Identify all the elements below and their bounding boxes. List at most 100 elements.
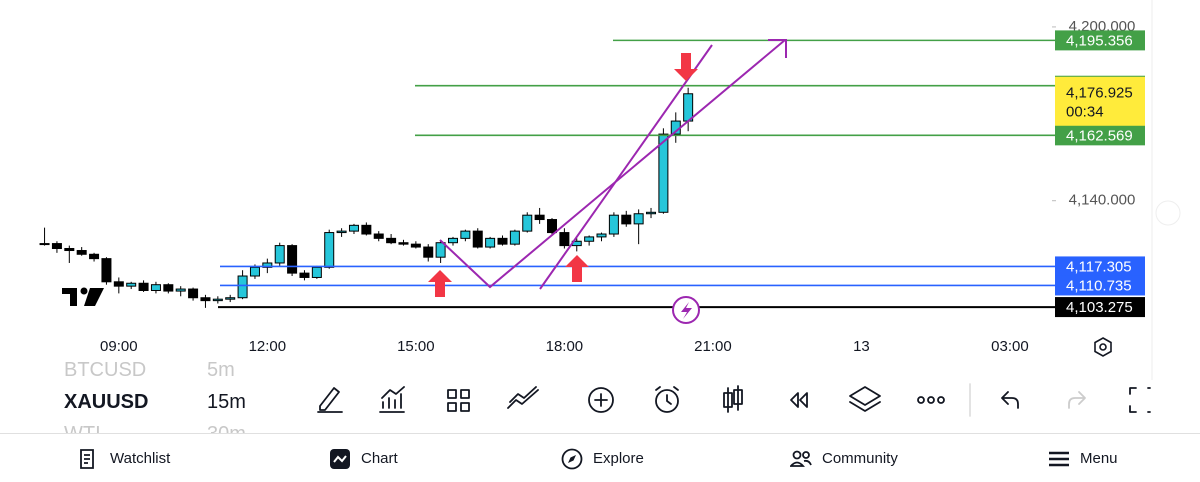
x-tick-label: 18:00 — [546, 338, 584, 355]
alert[interactable] — [655, 389, 679, 413]
chart-marks — [39, 87, 694, 308]
candle-body — [398, 242, 409, 245]
logo-part — [80, 287, 88, 295]
candle-body — [64, 247, 75, 252]
price-label-bg — [1055, 297, 1145, 318]
price-label-bg — [1055, 30, 1145, 51]
drawings — [62, 39, 1112, 357]
nav-item[interactable]: Menu — [1048, 434, 1118, 482]
nav-label: Explore — [593, 450, 644, 467]
candle-body — [336, 230, 347, 234]
candle-body — [373, 233, 384, 239]
candle-body — [447, 237, 458, 244]
price-label: 4,162.569 — [1066, 127, 1133, 144]
lightning — [681, 302, 692, 319]
candle-body — [423, 246, 434, 258]
alert-detail — [655, 386, 679, 405]
candle-body — [200, 297, 211, 302]
symbol-row[interactable]: BTCUSD 5m — [64, 358, 294, 386]
symbol-row[interactable]: WTI30m — [64, 418, 294, 434]
candle-body — [113, 281, 124, 287]
candle-body — [485, 237, 496, 248]
tv-logo — [62, 287, 104, 306]
symbol: BTCUSD — [64, 358, 147, 381]
object-tree[interactable] — [849, 386, 881, 412]
candle-body — [212, 298, 223, 302]
x-tick-label: 15:00 — [397, 338, 435, 355]
candle-body — [299, 272, 310, 278]
candle-body — [547, 219, 558, 234]
interval: 5m — [207, 358, 235, 381]
fullscreen[interactable] — [1129, 387, 1151, 413]
nav-item[interactable]: Chart — [329, 434, 398, 482]
undo[interactable] — [1001, 391, 1019, 409]
candle-body — [76, 250, 87, 255]
redo[interactable] — [1068, 391, 1086, 409]
arrow-head — [768, 39, 787, 58]
add-symbol-plus — [594, 393, 608, 407]
candle-body — [39, 243, 50, 246]
candle-body — [51, 243, 62, 249]
candle-body — [608, 214, 619, 235]
candle-body — [324, 232, 335, 268]
candle-body — [175, 288, 186, 292]
price-label: 4,110.735 — [1066, 277, 1132, 294]
layouts[interactable] — [447, 389, 470, 412]
candle-body — [683, 93, 694, 122]
candle-body — [596, 233, 607, 238]
candle-body — [460, 230, 471, 239]
nav-label: Chart — [361, 450, 398, 467]
x-tick-label: 13 — [853, 338, 870, 355]
logo-part — [84, 288, 104, 306]
more[interactable] — [917, 396, 925, 404]
candle-body — [138, 282, 149, 291]
current-price-bg — [1055, 76, 1145, 126]
candle-body — [237, 275, 248, 299]
settings-icon[interactable] — [1094, 337, 1112, 357]
candle-body — [410, 243, 421, 248]
nav-icon — [80, 448, 94, 469]
symbol-row[interactable]: XAUUSD 15m — [64, 386, 294, 418]
trend-line — [439, 39, 786, 289]
candle-body — [559, 232, 570, 247]
settings-icon-center — [1099, 343, 1107, 351]
symbol-list: BTCUSD5mXAUUSD15mWTI30m — [48, 358, 298, 434]
candle-body — [621, 214, 632, 225]
candle-body — [188, 288, 199, 299]
symbol: WTI — [64, 423, 207, 434]
nav-item[interactable]: Community — [790, 434, 898, 482]
price-label-bg — [1055, 256, 1145, 277]
candle-body — [534, 214, 545, 221]
up-arrow — [428, 270, 452, 297]
candle-body — [249, 266, 260, 277]
down-arrow — [674, 53, 698, 81]
interval: 30m — [207, 423, 246, 434]
candle-body — [225, 297, 236, 300]
chart-type[interactable] — [723, 385, 743, 413]
compare[interactable] — [507, 386, 539, 409]
nav-item[interactable]: Watchlist — [78, 434, 170, 482]
up-arrow — [565, 255, 589, 282]
replay[interactable] — [790, 392, 808, 408]
nav-icon — [561, 448, 583, 469]
y-tick-label: 4,140.000 — [1069, 192, 1136, 209]
candle-body — [89, 253, 100, 260]
add-symbol[interactable] — [588, 387, 614, 413]
toolbar — [317, 383, 1151, 417]
candle-body — [150, 284, 161, 291]
indicators[interactable] — [379, 386, 405, 413]
draw-tool[interactable] — [317, 387, 343, 413]
candle-body — [311, 266, 322, 278]
x-tick-label: 12:00 — [249, 338, 287, 355]
candle-body — [386, 237, 397, 244]
candle-body — [658, 133, 669, 213]
nav-item[interactable]: Explore — [561, 434, 644, 482]
price-label-bg — [1055, 125, 1145, 146]
toolbar-bg — [0, 365, 1150, 433]
candle-body — [361, 224, 372, 235]
countdown: 00:34 — [1066, 104, 1104, 121]
candle-body — [584, 236, 595, 242]
candle-body — [522, 214, 533, 232]
